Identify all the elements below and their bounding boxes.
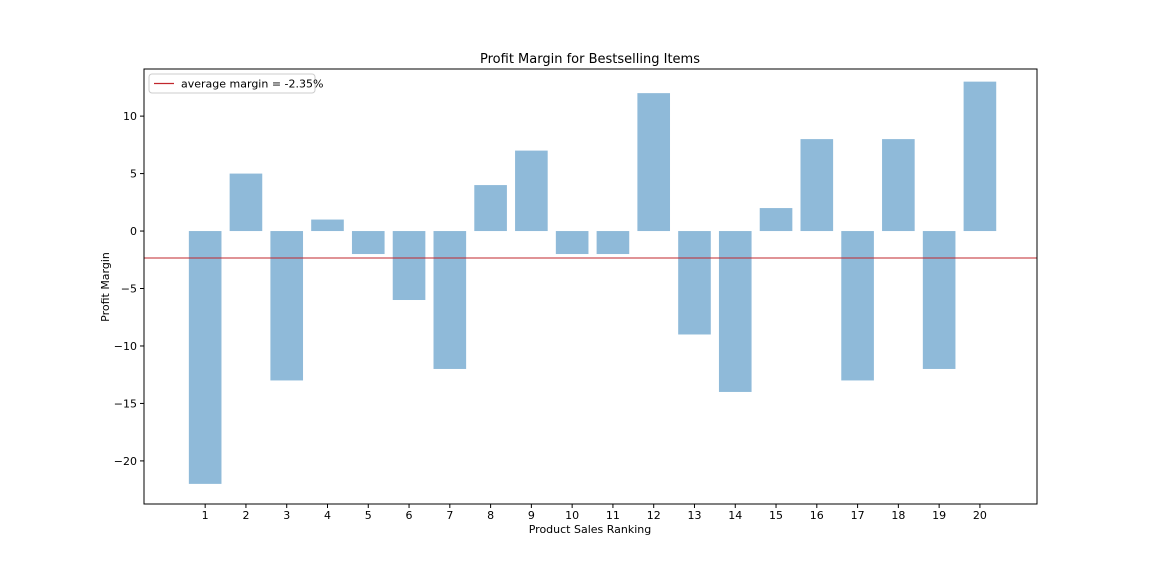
x-tick-label: 14 bbox=[728, 509, 742, 522]
bar-4 bbox=[311, 219, 344, 232]
bar-15 bbox=[759, 208, 793, 232]
x-tick-label: 7 bbox=[446, 509, 453, 522]
chart-title: Profit Margin for Bestselling Items bbox=[480, 52, 700, 67]
bar-3 bbox=[270, 231, 304, 381]
y-tick-label: 10 bbox=[123, 110, 137, 123]
legend-box bbox=[148, 73, 316, 94]
x-tick-label: 4 bbox=[324, 509, 331, 522]
bar-12 bbox=[637, 93, 671, 232]
x-tick-label: 17 bbox=[851, 509, 865, 522]
bar-2 bbox=[229, 173, 263, 232]
bar-14 bbox=[718, 231, 752, 392]
x-tick-label: 11 bbox=[606, 509, 620, 522]
y-tick-label: −10 bbox=[114, 340, 137, 353]
x-tick-label: 5 bbox=[365, 509, 372, 522]
bar-7 bbox=[433, 231, 467, 369]
x-tick-label: 20 bbox=[973, 509, 987, 522]
x-tick-label: 8 bbox=[487, 509, 494, 522]
x-axis-label: Product Sales Ranking bbox=[529, 523, 652, 536]
x-tick-label: 13 bbox=[687, 509, 701, 522]
bar-20 bbox=[963, 81, 997, 232]
bar-11 bbox=[596, 231, 630, 255]
plot-frame bbox=[143, 68, 1038, 505]
legend: average margin = -2.35% bbox=[148, 73, 323, 94]
x-tick-label: 15 bbox=[769, 509, 783, 522]
bar-13 bbox=[678, 231, 711, 335]
bar-6 bbox=[392, 231, 426, 301]
x-tick-label: 16 bbox=[810, 509, 824, 522]
y-tick-label: −20 bbox=[114, 455, 137, 468]
y-axis-label: Profit Margin bbox=[99, 252, 112, 322]
bar-17 bbox=[841, 231, 874, 381]
bar-8 bbox=[474, 185, 507, 232]
bar-16 bbox=[800, 139, 834, 232]
y-axis: 10 5 0 −5 −10 −15 −20 bbox=[114, 110, 144, 468]
x-tick-label: 6 bbox=[406, 509, 413, 522]
x-tick-label: 12 bbox=[647, 509, 661, 522]
bar-10 bbox=[555, 231, 589, 255]
y-tick-label: −5 bbox=[121, 283, 137, 296]
bar-1 bbox=[188, 231, 222, 484]
bar-19 bbox=[922, 231, 956, 369]
legend-label: average margin = -2.35% bbox=[181, 78, 323, 91]
x-tick-label: 1 bbox=[202, 509, 209, 522]
y-tick-label: −15 bbox=[114, 397, 137, 410]
x-tick-label: 19 bbox=[932, 509, 946, 522]
x-tick-label: 2 bbox=[242, 509, 249, 522]
x-tick-label: 3 bbox=[283, 509, 290, 522]
x-axis: 1 2 3 4 5 6 7 8 9 10 11 12 13 14 15 16 17 18 19 20 bbox=[202, 504, 987, 522]
x-tick-label: 18 bbox=[891, 509, 905, 522]
bar-9 bbox=[515, 150, 548, 232]
y-tick-label: 0 bbox=[130, 225, 137, 238]
x-tick-label: 10 bbox=[565, 509, 579, 522]
y-tick-label: 5 bbox=[130, 168, 137, 181]
bar-18 bbox=[882, 139, 915, 232]
bars-layer bbox=[188, 81, 997, 484]
bar-5 bbox=[351, 231, 385, 255]
x-tick-label: 9 bbox=[528, 509, 535, 522]
